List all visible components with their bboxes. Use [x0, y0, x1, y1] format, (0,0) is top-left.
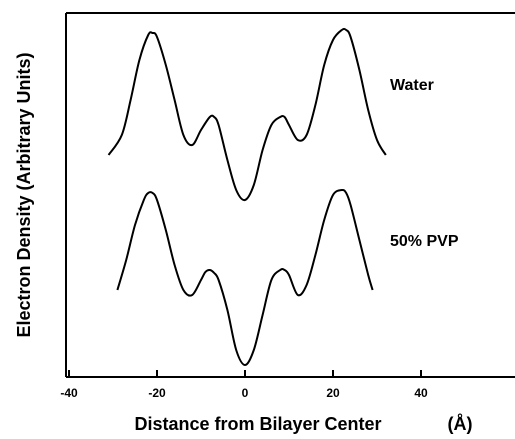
y-axis-title: Electron Density (Arbitrary Units) [14, 52, 34, 337]
series-label: 50% PVP [390, 233, 459, 250]
x-ticks [68, 370, 422, 377]
x-axis-title: Distance from Bilayer Center [134, 414, 381, 434]
x-tick-label: 0 [242, 386, 249, 400]
axes-frame [65, 12, 515, 378]
series-labels: Water 50% PVP [390, 77, 459, 250]
x-tick-labels: -40 -20 0 20 40 [60, 386, 428, 400]
x-tick-label: -20 [148, 386, 166, 400]
plot-area [107, 27, 387, 367]
x-axis-unit: (Å) [448, 414, 473, 434]
series-label: Water [390, 77, 434, 94]
series-line-water [107, 27, 387, 202]
x-tick-label: 40 [414, 386, 428, 400]
x-tick-label: 20 [326, 386, 340, 400]
x-tick-label: -40 [60, 386, 78, 400]
series-line-pvp [116, 188, 374, 367]
